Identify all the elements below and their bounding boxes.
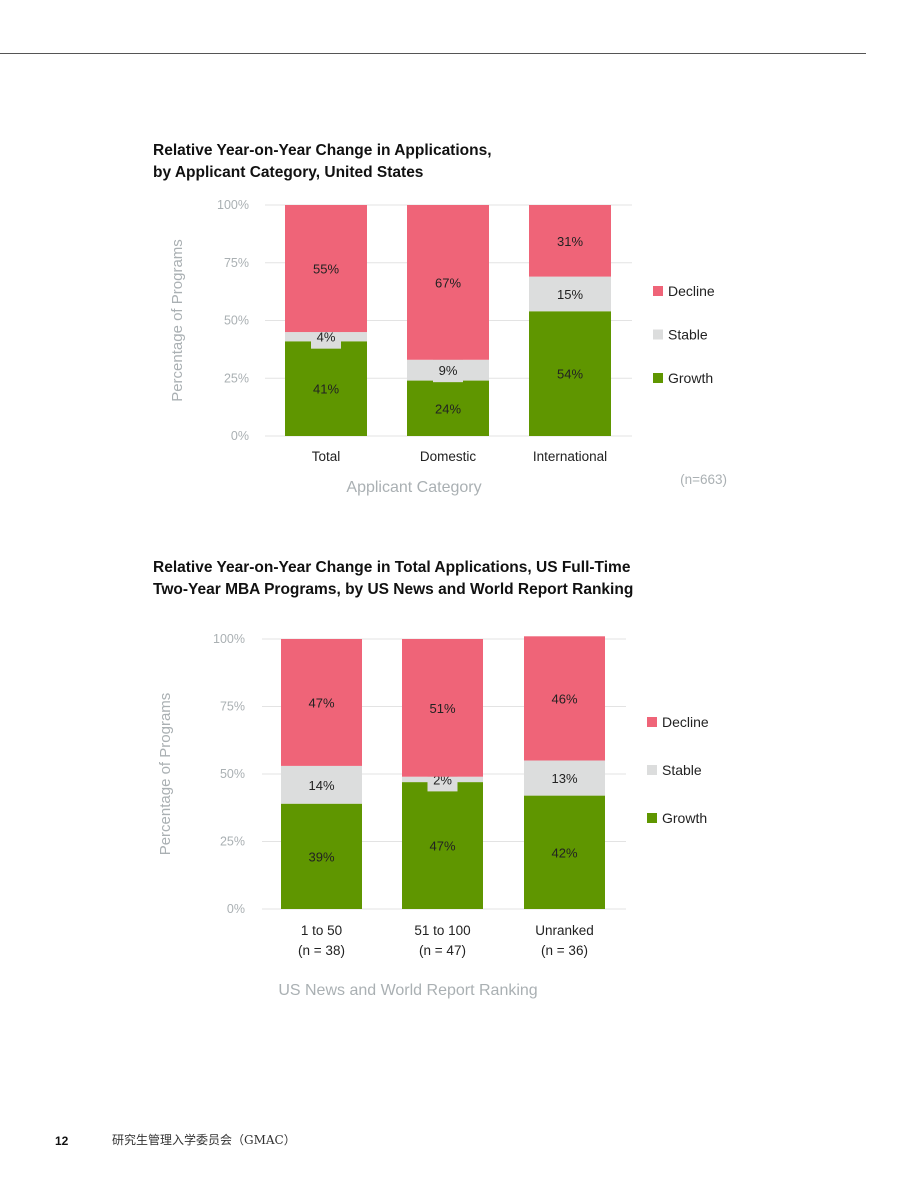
chart2-data-label-decline: 46% xyxy=(551,691,577,706)
chart1-ylabel: Percentage of Programs xyxy=(169,239,186,402)
chart2-data-label-stable: 14% xyxy=(308,778,334,793)
chart2-bar-decline xyxy=(402,639,483,777)
chart2-data-label-growth: 47% xyxy=(429,839,455,854)
page-number: 12 xyxy=(55,1134,69,1148)
chart1-data-label-growth: 41% xyxy=(313,382,339,397)
chart1-legend-swatch-stable xyxy=(653,329,663,340)
chart1-ytick-label: 25% xyxy=(224,371,249,385)
chart2-data-label-growth: 42% xyxy=(551,845,577,860)
chart2-data-label-decline: 51% xyxy=(429,701,455,716)
chart2-legend-swatch-stable xyxy=(647,765,657,775)
chart2-category-label: 51 to 100 xyxy=(414,923,470,938)
chart1-bar-growth xyxy=(285,341,367,436)
chart2-data-label-growth: 39% xyxy=(308,849,334,864)
chart2-category-label: Unranked xyxy=(535,923,594,938)
chart1-bar-decline xyxy=(407,205,489,360)
chart2-legend-label-stable: Stable xyxy=(662,762,702,778)
chart2-ytick-label: 100% xyxy=(213,632,245,646)
chart1-data-label-decline: 67% xyxy=(435,275,461,290)
chart2-xlabel: US News and World Report Ranking xyxy=(278,982,537,999)
chart1-stable-label-box xyxy=(433,358,463,383)
chart1-ytick-label: 100% xyxy=(217,198,249,212)
chart1-data-label-stable: 9% xyxy=(439,363,458,378)
chart2-bar-stable xyxy=(281,765,362,804)
chart1-data-label-stable: 4% xyxy=(317,330,336,345)
chart2-ytick-label: 0% xyxy=(227,902,245,916)
chart2-data-label-stable: 13% xyxy=(551,771,577,786)
chart1-legend-label-growth: Growth xyxy=(668,370,713,386)
chart1-data-label-stable: 15% xyxy=(557,287,583,302)
chart1-title-line1: Relative Year-on-Year Change in Applicat… xyxy=(153,142,492,159)
chart2-bar-decline xyxy=(524,636,605,761)
footer-org: 研究生管理入学委员会（GMAC） xyxy=(112,1133,296,1147)
chart2-category-label: 1 to 50 xyxy=(301,923,342,938)
chart2-legend-label-growth: Growth xyxy=(662,810,707,826)
chart1-bar-decline xyxy=(529,205,611,277)
chart2-title: Relative Year-on-Year Change in Total Ap… xyxy=(153,557,633,601)
chart2-data-label-decline: 47% xyxy=(308,695,334,710)
chart1-bar-growth xyxy=(407,380,489,436)
chart1-svg: 0% 25% 50% 75% 100% Percentage of Programs 41%… xyxy=(169,198,727,496)
chart2-category-label: (n = 47) xyxy=(419,943,466,958)
chart2-bar-growth xyxy=(402,782,483,909)
chart1-title-line2: by Applicant Category, United States xyxy=(153,164,424,181)
chart1-note: (n=663) xyxy=(680,472,727,487)
chart1-ytick-label: 75% xyxy=(224,256,249,270)
chart1-category-label: Total xyxy=(312,449,341,464)
chart1-legend-label-stable: Stable xyxy=(668,327,708,343)
chart2-ytick-label: 50% xyxy=(220,767,245,781)
top-rule xyxy=(0,53,866,54)
chart1-data-label-decline: 55% xyxy=(313,262,339,277)
chart1-legend-label-decline: Decline xyxy=(668,283,715,299)
chart1-ytick-label: 50% xyxy=(224,314,249,328)
chart1-legend-swatch-decline xyxy=(653,286,663,296)
chart1-data-label-growth: 24% xyxy=(435,401,461,416)
chart1-data-label-growth: 54% xyxy=(557,367,583,382)
chart1-bar-decline xyxy=(285,205,367,333)
chart1-bar-stable xyxy=(529,276,611,312)
chart1-bar-growth xyxy=(529,311,611,436)
chart1-ytick-label: 0% xyxy=(231,429,249,443)
chart2-category-label: (n = 36) xyxy=(541,943,588,958)
chart1-xlabel: Applicant Category xyxy=(346,479,481,496)
chart1-category-label: Domestic xyxy=(420,449,477,464)
chart1-title: Relative Year-on-Year Change in Applicat… xyxy=(153,140,492,184)
chart2-legend-swatch-growth xyxy=(647,813,657,823)
chart2-category-label: (n = 38) xyxy=(298,943,345,958)
chart2-bar-growth xyxy=(281,803,362,909)
chart2-title-line2: Two-Year MBA Programs, by US News and Wo… xyxy=(153,581,634,598)
chart2-legend-label-decline: Decline xyxy=(662,714,709,730)
chart2-legend-swatch-decline xyxy=(647,717,657,727)
chart2-bar-growth xyxy=(524,795,605,909)
chart1-legend-swatch-growth xyxy=(653,373,663,383)
chart2-ytick-label: 75% xyxy=(220,700,245,714)
chart2-ytick-label: 25% xyxy=(220,835,245,849)
chart1-category-label: International xyxy=(533,449,607,464)
chart2-bar-decline xyxy=(281,639,362,766)
chart1-data-label-decline: 31% xyxy=(557,234,583,249)
chart2-ylabel: Percentage of Programs xyxy=(157,693,174,856)
chart2-svg: 0% 25% 50% 75% 100% Percentage of Programs 39%… xyxy=(157,632,709,999)
chart2-bar-stable xyxy=(524,760,605,796)
chart2-title-line1: Relative Year-on-Year Change in Total Ap… xyxy=(153,559,631,576)
